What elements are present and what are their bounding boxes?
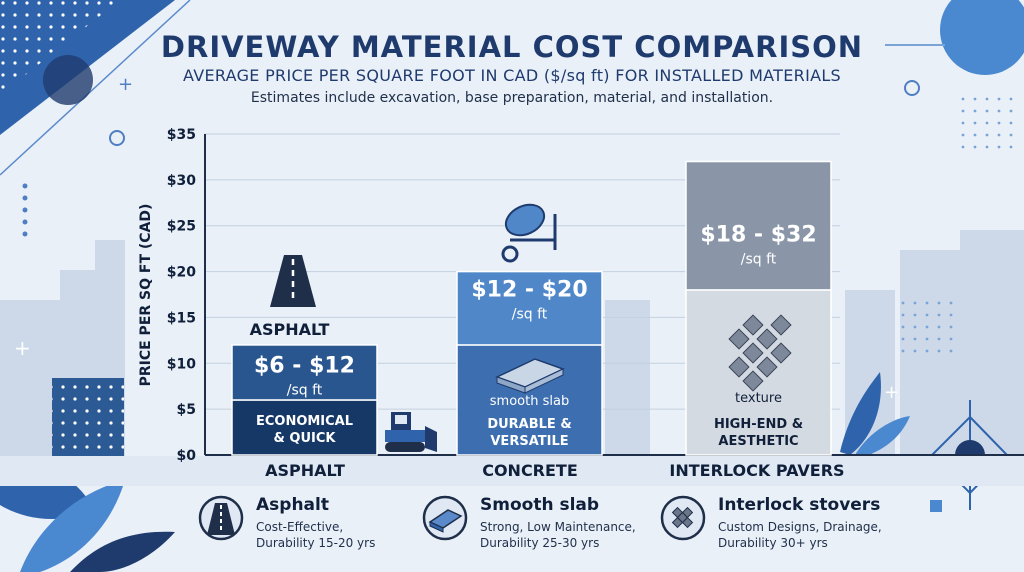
legend-name: Asphalt xyxy=(256,495,329,515)
bar-segment-range xyxy=(456,270,603,346)
bar-descriptor: ECONOMICAL xyxy=(256,414,353,429)
bar-descriptor: HIGH-END & xyxy=(714,417,803,432)
bulldozer-icon xyxy=(385,412,437,452)
cement-mixer-icon xyxy=(501,203,557,263)
bar-range-label: $6 - $12 xyxy=(254,353,355,378)
bar-segment-base xyxy=(685,289,832,456)
bar-unit-label: /sq ft xyxy=(512,306,548,322)
chart-note: Estimates include excavation, base prepa… xyxy=(250,90,774,106)
bar-range-label: $12 - $20 xyxy=(471,277,587,302)
bar-descriptor: AESTHETIC xyxy=(718,434,798,449)
y-tick-label: $25 xyxy=(167,219,196,235)
y-tick-label: $0 xyxy=(177,448,197,464)
y-tick-label: $20 xyxy=(167,265,196,281)
bar-descriptor: & QUICK xyxy=(274,431,337,446)
slab-icon xyxy=(422,495,468,541)
svg-text:+: + xyxy=(884,382,899,403)
pavers-icon xyxy=(728,314,792,392)
legend-description: Cost-Effective, Durability 15-20 yrs xyxy=(256,520,376,550)
chart-title: DRIVEWAY MATERIAL COST COMPARISON xyxy=(160,30,864,64)
y-axis-label: PRICE PER SQ FT (CAD) xyxy=(138,204,154,387)
legend-item-interlock: Interlock stovers Custom Designs, Draina… xyxy=(660,490,900,560)
y-tick-label: $15 xyxy=(167,310,196,326)
x-tick-label: ASPHALT xyxy=(265,461,345,480)
x-tick-label: INTERLOCK PAVERS xyxy=(669,461,844,480)
bar-range-label: $18 - $32 xyxy=(700,223,816,248)
chart-subtitle: AVERAGE PRICE PER SQUARE FOOT IN CAD ($/… xyxy=(182,66,842,85)
pavers-icon xyxy=(660,495,706,541)
bar-asphalt: $6 - $12/sq ft ECONOMICAL & QUICK ASPHALT xyxy=(231,320,378,456)
slab-icon xyxy=(495,358,565,394)
bar-unit-label: /sq ft xyxy=(741,252,777,268)
y-tick-label: $35 xyxy=(167,127,196,143)
svg-text:+: + xyxy=(14,336,31,360)
bar-inner-label: smooth slab xyxy=(490,394,569,409)
svg-text:+: + xyxy=(118,74,133,95)
legend-item-asphalt: Asphalt Cost-Effective, Durability 15-20 … xyxy=(198,490,418,560)
bar-descriptor: DURABLE & xyxy=(487,417,571,432)
legend-description: Custom Designs, Drainage, Durability 30+ … xyxy=(718,520,882,550)
y-tick-label: $30 xyxy=(167,173,196,189)
legend-name: Interlock stovers xyxy=(718,495,881,515)
bar-descriptor: VERSATILE xyxy=(490,434,568,449)
bar-inner-label: texture xyxy=(735,391,782,406)
y-tick-label: $10 xyxy=(167,356,196,372)
legend-name: Smooth slab xyxy=(480,495,600,515)
legend-description: Strong, Low Maintenance, Durability 25-30… xyxy=(480,520,636,550)
bar-top-label: ASPHALT xyxy=(250,320,330,339)
bar-segment-range xyxy=(685,160,832,291)
legend-item-smooth-slab: Smooth slab Strong, Low Maintenance, Dura… xyxy=(422,490,652,560)
bar-segment-range xyxy=(231,344,378,401)
road-icon xyxy=(270,255,316,307)
bar-unit-label: /sq ft xyxy=(287,382,323,398)
y-tick-label: $5 xyxy=(177,402,196,418)
bar-interlock-pavers: $18 - $32/sq ft HIGH-END & AESTHETIC textur… xyxy=(685,160,832,456)
x-tick-label: CONCRETE xyxy=(482,461,578,480)
road-icon xyxy=(198,495,244,541)
